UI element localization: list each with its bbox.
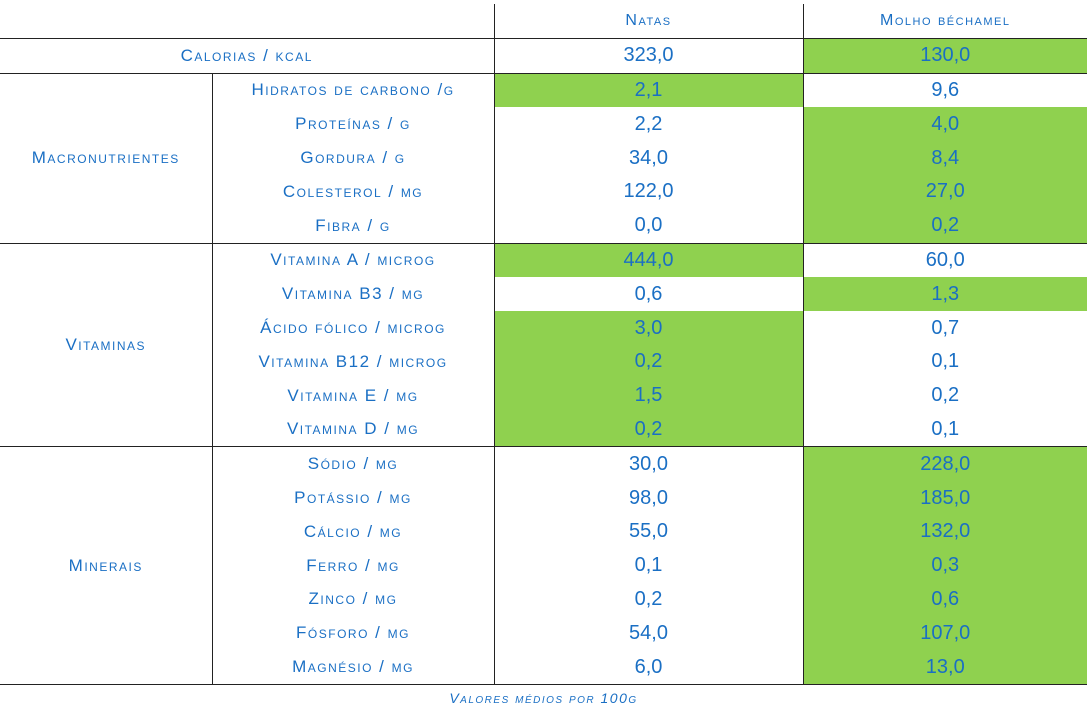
calorias-row: Calorias / kcal 323,0 130,0 xyxy=(0,38,1087,74)
group-label-vitaminas: Vitaminas xyxy=(0,243,213,448)
table-row: Vitaminas Vitamina A / microg 444,0 60,0 xyxy=(0,243,1087,448)
value-cell: 0,1 xyxy=(931,350,960,373)
value-cell: 1,3 xyxy=(803,277,1087,312)
column-natas: Natas xyxy=(494,4,804,39)
value-cell: 0,2 xyxy=(494,344,804,379)
value-cell: 6,0 xyxy=(494,650,804,685)
table-row: Ferro / mg 0,1 0,3 xyxy=(0,548,1087,583)
row-label: Vitamina B3 / mg xyxy=(212,277,495,312)
group-label-macronutrientes: Macronutrientes xyxy=(0,73,213,244)
value-cell: 185,0 xyxy=(803,481,1087,515)
table-row: Fósforo / mg 54,0 107,0 xyxy=(0,616,1087,651)
row-label: Proteínas / g xyxy=(212,107,495,142)
value-cell: 1,5 xyxy=(494,378,804,413)
table-row: Potássio / mg 98,0 185,0 xyxy=(0,481,1087,515)
value-cell: 30,0 xyxy=(494,446,804,482)
row-label: Colesterol / mg xyxy=(212,174,495,209)
value-cell: 0,2 xyxy=(803,208,1087,244)
table-row: Zinco / mg 0,2 0,6 xyxy=(0,582,1087,617)
value-cell: 8,4 xyxy=(803,141,1087,175)
value-cell: 2,1 xyxy=(494,73,804,108)
table-row: Vitamina B12 / microg 0,2 0,1 xyxy=(0,344,1087,379)
value-cell: 0,7 xyxy=(931,316,960,339)
header-blank xyxy=(0,4,495,39)
row-label: Fibra / g xyxy=(212,208,495,244)
column-molho-bechamel: Molho béchamel xyxy=(803,4,1087,39)
row-label: Gordura / g xyxy=(212,141,495,175)
row-label: Vitamina E / mg xyxy=(212,378,495,413)
table-row: Fibra / g 0,0 0,2 xyxy=(0,208,1087,244)
value-cell: 132,0 xyxy=(803,514,1087,549)
value-cell: 0,2 xyxy=(931,384,960,407)
table-row: Proteínas / g 2,2 4,0 xyxy=(0,107,1087,142)
row-label: Fósforo / mg xyxy=(212,616,495,651)
value-cell: 27,0 xyxy=(803,174,1087,209)
value-cell: 0,1 xyxy=(494,548,804,583)
row-label: Magnésio / mg xyxy=(212,650,495,685)
value-cell: 4,0 xyxy=(803,107,1087,142)
row-label: Ácido fólico / microg xyxy=(212,311,495,345)
value-cell: 0,2 xyxy=(494,412,804,448)
value-cell: 34,0 xyxy=(494,141,804,175)
row-label: Calorias / kcal xyxy=(0,38,495,74)
row-label: Cálcio / mg xyxy=(212,514,495,549)
table-row: Magnésio / mg 6,0 13,0 xyxy=(0,650,1087,685)
row-label: Vitamina D / mg xyxy=(212,412,495,448)
value-cell: 0,0 xyxy=(494,208,804,244)
table-row: Colesterol / mg 122,0 27,0 xyxy=(0,174,1087,209)
nutrition-table: Natas Molho béchamel Calorias / kcal 323,… xyxy=(0,4,1087,685)
value-cell: 13,0 xyxy=(803,650,1087,685)
footnote: Valores médios por 100g xyxy=(449,690,638,706)
value-cell: 0,6 xyxy=(494,277,804,312)
value-cell: 0,2 xyxy=(494,582,804,617)
table-row: Vitamina B3 / mg 0,6 1,3 xyxy=(0,277,1087,312)
value-cell: 9,6 xyxy=(931,78,960,101)
value-cell: 3,0 xyxy=(494,311,804,345)
row-label: Zinco / mg xyxy=(212,582,495,617)
header-row: Natas Molho béchamel xyxy=(0,4,1087,39)
value-cell: 98,0 xyxy=(494,481,804,515)
value-cell: 228,0 xyxy=(803,446,1087,482)
table-row: Macronutrientes Hidratos de carbono /g 2,1… xyxy=(0,73,1087,244)
value-cell: 54,0 xyxy=(494,616,804,651)
value-cell: 60,0 xyxy=(925,248,965,271)
table-row: Cálcio / mg 55,0 132,0 xyxy=(0,514,1087,549)
value-cell: 55,0 xyxy=(494,514,804,549)
value-cell: 0,6 xyxy=(803,582,1087,617)
value-cell: 0,3 xyxy=(803,548,1087,583)
value-cell: 122,0 xyxy=(494,174,804,209)
table-row: Ácido fólico / microg 3,0 0,7 xyxy=(0,311,1087,345)
table-row: Vitamina D / mg 0,2 0,1 xyxy=(0,412,1087,448)
row-label: Hidratos de carbono /g xyxy=(212,73,495,108)
row-label: Vitamina B12 / microg xyxy=(212,344,495,379)
value-cell: 2,2 xyxy=(494,107,804,142)
row-label: Ferro / mg xyxy=(212,548,495,583)
table-row: Minerais Sódio / mg 30,0 228,0 xyxy=(0,446,1087,685)
value-cell: 107,0 xyxy=(803,616,1087,651)
table-row: Gordura / g 34,0 8,4 xyxy=(0,141,1087,175)
row-label: Vitamina A / microg xyxy=(212,243,495,278)
row-label: Sódio / mg xyxy=(212,446,495,482)
value-cell: 130,0 xyxy=(803,38,1087,74)
row-label: Potássio / mg xyxy=(212,481,495,515)
group-label-minerais: Minerais xyxy=(0,446,213,685)
value-cell: 0,1 xyxy=(803,412,1087,448)
table-row: Vitamina E / mg 1,5 0,2 xyxy=(0,378,1087,413)
value-cell: 323,0 xyxy=(494,38,804,74)
value-cell: 444,0 xyxy=(494,243,804,278)
